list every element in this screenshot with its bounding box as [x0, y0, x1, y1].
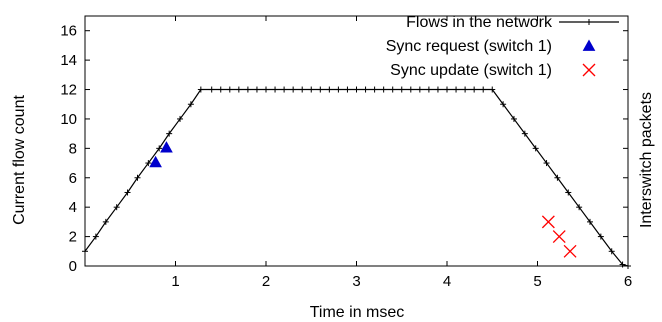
flows-point	[434, 86, 441, 93]
x-tick-label: 5	[533, 273, 541, 290]
flows-point	[521, 130, 528, 137]
flows-point	[608, 248, 615, 255]
flows-point	[290, 86, 297, 93]
sync-update-point	[552, 230, 566, 244]
x-axis-ticks: 1 2 3 4 5 6	[171, 16, 632, 290]
y2-axis-label: Interswitch packets	[638, 92, 655, 228]
legend-sync-request-marker	[582, 39, 596, 51]
flows-point	[510, 115, 517, 122]
y-tick-label: 10	[60, 111, 77, 128]
flows-point	[619, 261, 626, 268]
legend-sync-update-marker	[582, 63, 596, 77]
flows-point	[124, 189, 131, 196]
flows-point	[317, 86, 324, 93]
flows-point	[226, 86, 233, 93]
flows-point	[398, 86, 405, 93]
flows-point	[235, 86, 242, 93]
flows-point	[586, 218, 593, 225]
flows-point	[532, 145, 539, 152]
x-tick-label: 2	[262, 273, 270, 290]
y-tick-label: 6	[69, 170, 77, 187]
cross-b	[552, 230, 566, 244]
sync-request-point	[160, 141, 173, 153]
x-tick-label: 4	[443, 273, 451, 290]
legend-label-0: Flows in the network	[406, 14, 553, 31]
y-tick-label: 2	[69, 229, 77, 246]
flows-point	[197, 86, 204, 93]
cross-b	[582, 63, 596, 77]
y-axis-ticks: 0 2 4 6 8 10 12 14 16	[60, 23, 628, 275]
x-tick-label: 1	[171, 273, 179, 290]
flows-point	[145, 160, 152, 167]
flows-point	[156, 145, 163, 152]
y-tick-label: 8	[69, 140, 77, 157]
y-tick-label: 0	[69, 258, 77, 275]
x-tick-label: 3	[352, 273, 360, 290]
flows-point	[244, 86, 251, 93]
flows-point	[453, 86, 460, 93]
cross-b	[563, 244, 577, 258]
y-axis-label: Current flow count	[11, 95, 28, 225]
legend: Flows in the network Sync request (switch…	[386, 14, 619, 79]
legend-flows-marker	[586, 19, 592, 25]
x-axis-label: Time in msec	[310, 304, 405, 321]
flows-point	[625, 263, 631, 269]
flows-point	[272, 86, 279, 93]
flows-line	[84, 88, 629, 267]
y-tick-label: 4	[69, 199, 77, 216]
flows-point	[326, 86, 333, 93]
legend-label-1: Sync request (switch 1)	[386, 38, 552, 55]
flows-point	[187, 101, 194, 108]
flows-point	[576, 204, 583, 211]
flows-point	[134, 174, 141, 181]
flows-point	[597, 233, 604, 240]
x-tick-label: 6	[624, 273, 632, 290]
flows-point	[102, 218, 109, 225]
flows-point	[335, 86, 342, 93]
flows-point	[565, 189, 572, 196]
flows-point	[308, 86, 315, 93]
flows-point	[299, 86, 306, 93]
flows-point	[480, 86, 487, 93]
series-2	[541, 215, 577, 258]
flows-point	[489, 86, 496, 93]
flows-point	[166, 130, 173, 137]
flows-point	[380, 86, 387, 93]
sync-request-point	[149, 155, 162, 168]
flows-point	[554, 174, 561, 181]
legend-label-2: Sync update (switch 1)	[390, 62, 552, 79]
y-tick-label: 16	[60, 23, 77, 40]
flows-point	[389, 86, 396, 93]
flows-point	[500, 101, 507, 108]
flows-point	[407, 86, 414, 93]
flows-point	[425, 86, 432, 93]
flows-point	[416, 86, 423, 93]
flows-point	[344, 86, 351, 93]
flows-point	[253, 86, 260, 93]
flows-point	[177, 115, 184, 122]
flows-point	[462, 86, 469, 93]
flows-point	[353, 86, 360, 93]
sync-update-point	[541, 215, 555, 229]
sync-update-point	[563, 244, 577, 258]
flows-point	[281, 86, 288, 93]
flows-point	[208, 86, 215, 93]
y-tick-label: 12	[60, 82, 77, 99]
flows-point	[362, 86, 369, 93]
flows-point	[543, 160, 550, 167]
flows-point	[263, 86, 269, 93]
flows-point	[82, 248, 88, 255]
y-tick-label: 14	[60, 52, 77, 69]
flows-point	[217, 86, 224, 93]
series-1	[149, 141, 173, 168]
flows-point	[371, 86, 378, 93]
series-layer	[82, 86, 631, 269]
flows-point	[471, 86, 478, 93]
flows-point	[113, 204, 120, 211]
flows-point	[92, 233, 99, 240]
cross-b	[541, 215, 555, 229]
flows-point	[444, 86, 450, 93]
series-0	[82, 86, 631, 269]
